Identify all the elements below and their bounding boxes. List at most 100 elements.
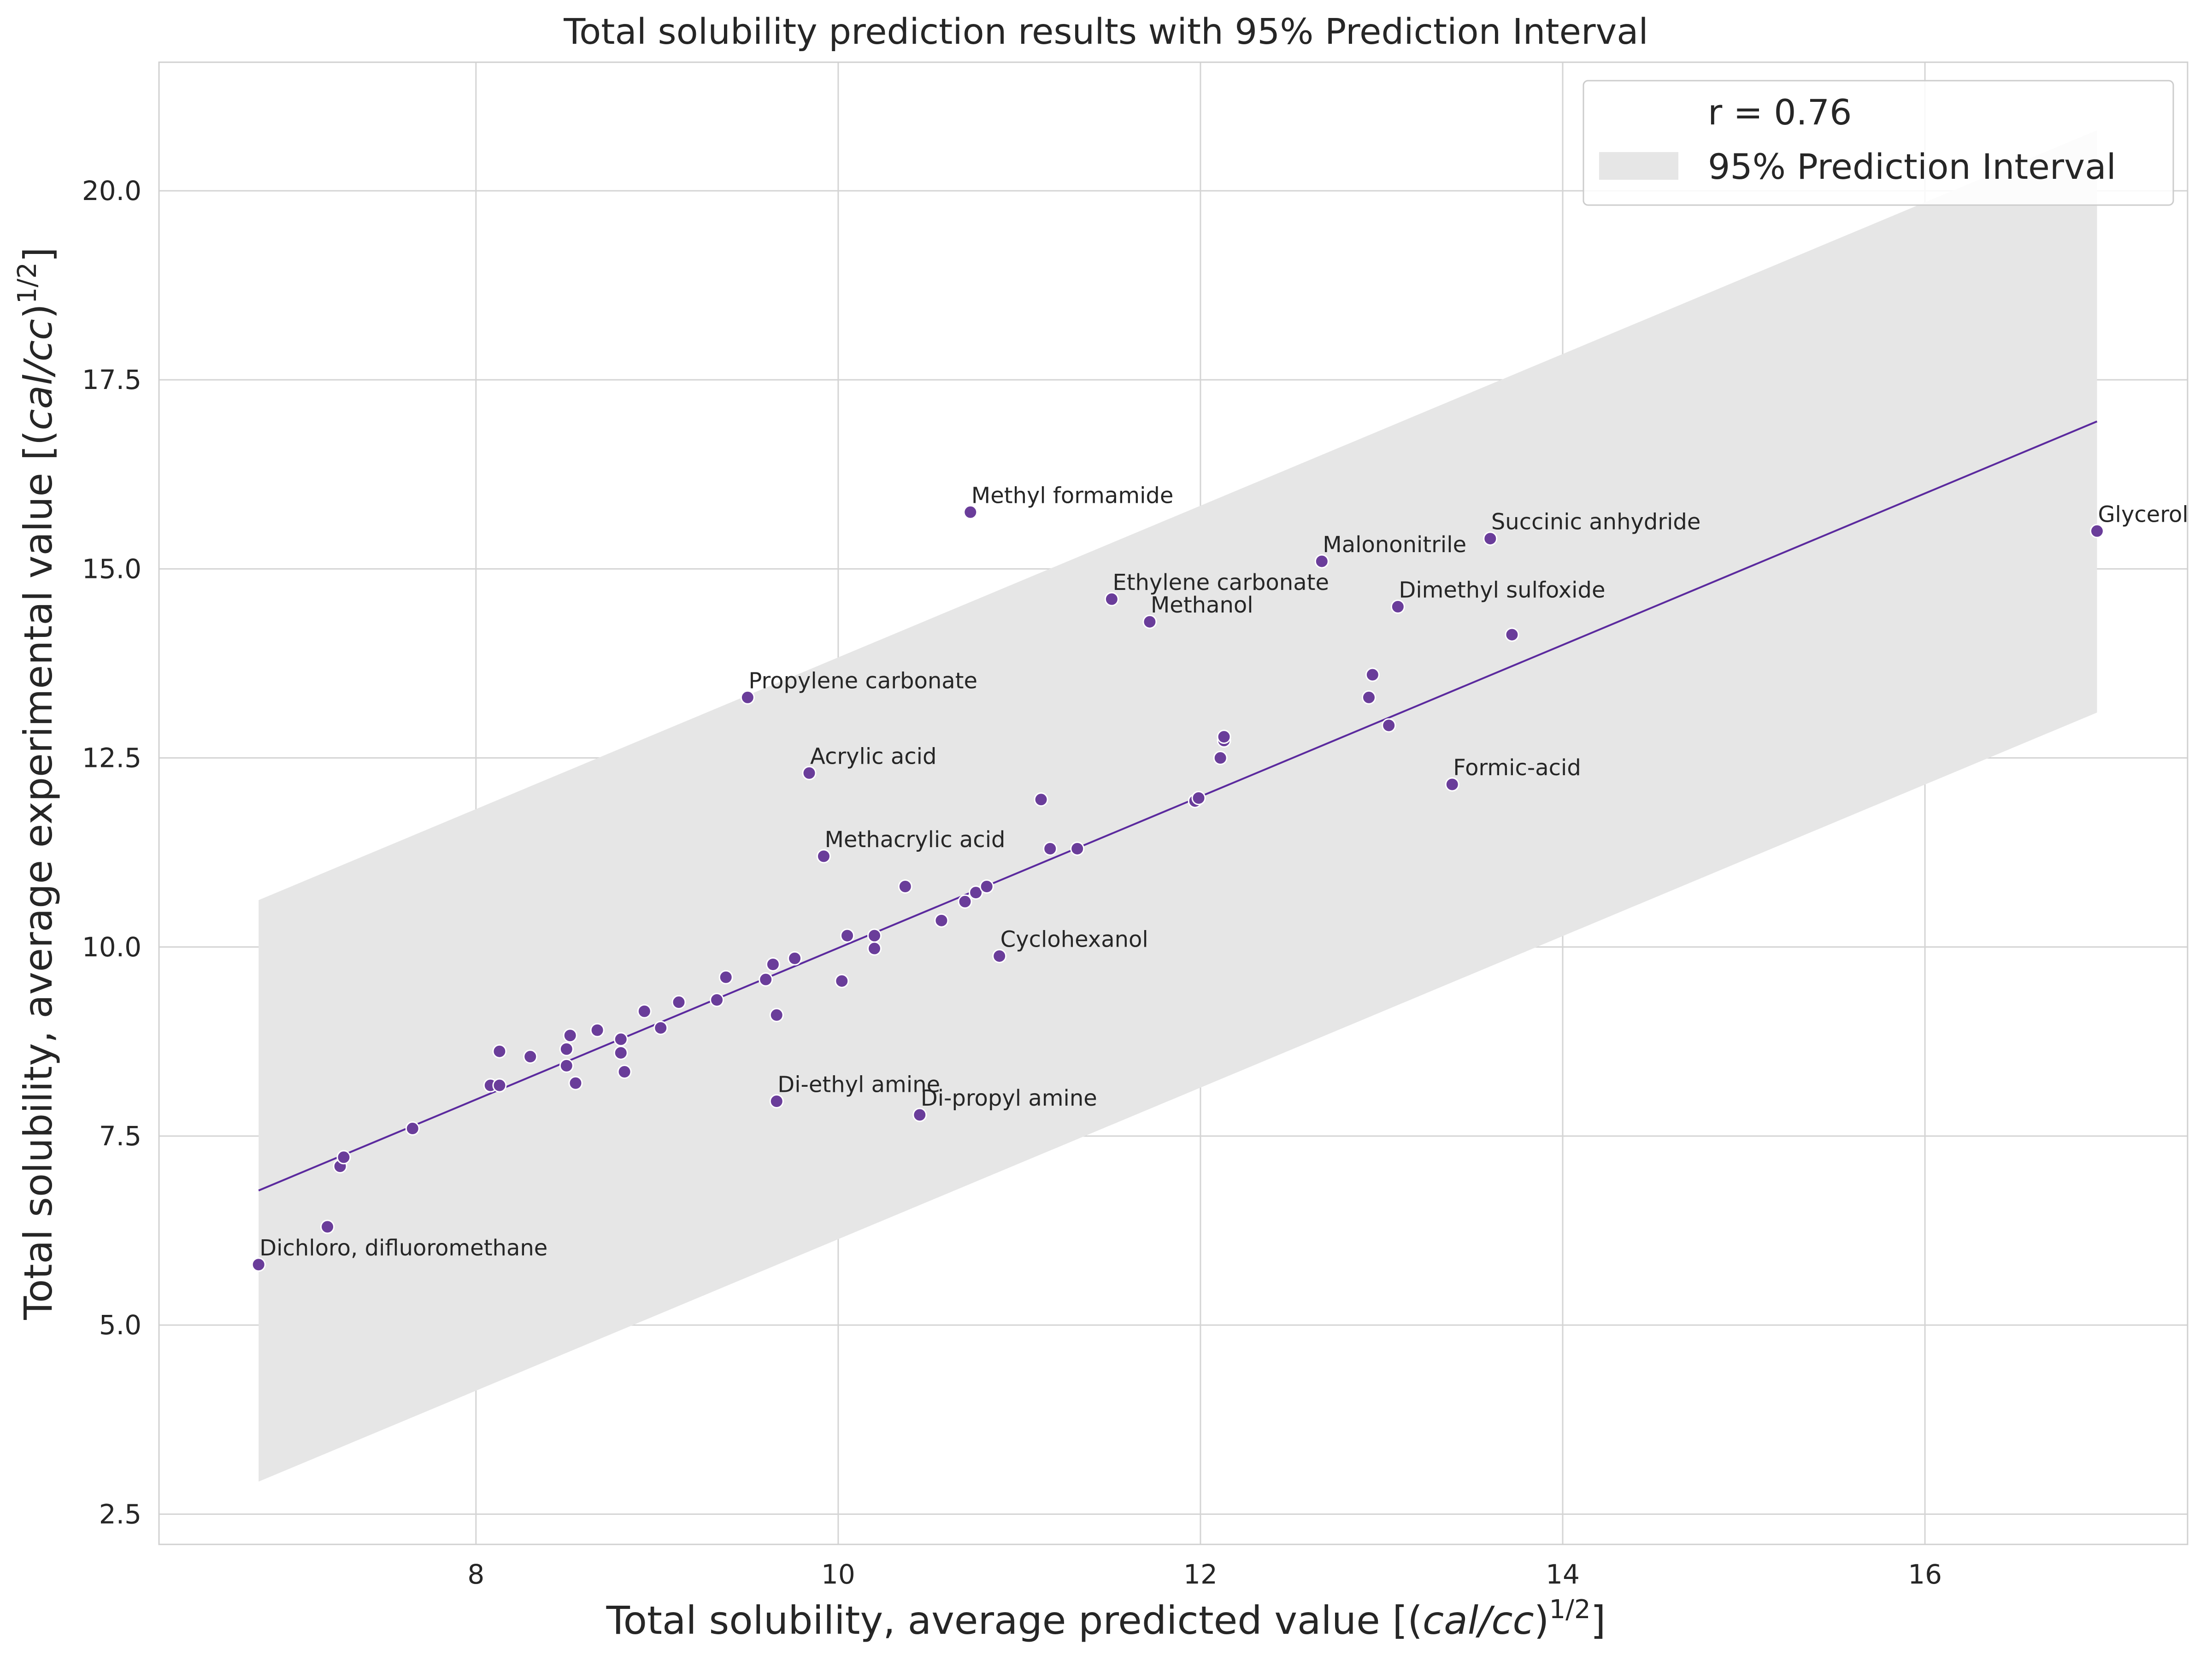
data-point (740, 690, 755, 705)
data-point (1483, 531, 1498, 546)
data-point (867, 941, 882, 956)
data-point (969, 885, 983, 900)
x-axis-label-unit: cal/cc (1423, 1598, 1534, 1643)
data-point (1505, 627, 1519, 642)
point-label: Dimethyl sulfoxide (1399, 577, 1605, 603)
data-point (492, 1078, 507, 1093)
point-label: Di-propyl amine (921, 1085, 1097, 1111)
data-point (1314, 554, 1329, 569)
data-point (1104, 592, 1119, 607)
data-point (1361, 690, 1376, 705)
point-label: Propylene carbonate (748, 668, 977, 694)
data-point (637, 1004, 652, 1019)
data-point (934, 913, 949, 928)
point-label: Methacrylic acid (824, 827, 1005, 853)
point-label: Malononitrile (1323, 532, 1466, 558)
data-point (840, 928, 855, 943)
x-axis-label-tail: ] (1591, 1598, 1606, 1643)
legend-interval-swatch (1599, 152, 1678, 180)
point-label: Glycerol (2098, 501, 2188, 527)
y-tick-label: 20.0 (82, 175, 141, 206)
data-point (1382, 718, 1396, 733)
y-tick-label: 10.0 (82, 931, 141, 963)
point-label: Methyl formamide (971, 483, 1174, 508)
data-point (1390, 599, 1405, 614)
data-point (559, 1058, 574, 1073)
y-tick-label: 2.5 (99, 1498, 141, 1530)
point-annotations: Dichloro, difluoromethane Propylene carbo… (259, 483, 2188, 1261)
x-axis-label: Total solubility, average predicted valu… (606, 1595, 1606, 1643)
y-tick-label: 17.5 (82, 364, 141, 395)
data-point (958, 894, 972, 909)
y-tick-label: 15.0 (82, 553, 141, 584)
data-point (718, 970, 733, 984)
point-label: Cyclohexanol (1000, 926, 1148, 952)
y-axis-ticks: 2.5 5.0 7.5 10.0 12.5 15.0 17.5 20.0 (82, 175, 141, 1530)
y-axis-label-pre: Total solubility, average experimental v… (16, 430, 61, 1320)
data-point (1034, 792, 1048, 807)
x-tick-label: 12 (1183, 1559, 1218, 1590)
legend: r = 0.76 95% Prediction Interval (1583, 80, 2174, 206)
data-point (765, 957, 780, 972)
data-point (251, 1257, 266, 1272)
data-point (559, 1042, 574, 1056)
data-point (613, 1045, 628, 1060)
x-axis-label-exponent: 1/2 (1549, 1595, 1590, 1625)
data-point (835, 974, 849, 989)
y-axis-label-tail: ] (16, 247, 61, 262)
data-point (2089, 524, 2104, 538)
data-point (523, 1049, 538, 1064)
data-point (802, 766, 817, 780)
x-tick-label: 14 (1546, 1559, 1580, 1590)
data-point (992, 948, 1007, 963)
data-point (788, 951, 802, 966)
data-point (769, 1007, 784, 1022)
data-point (590, 1023, 605, 1037)
point-label: Dichloro, difluoromethane (259, 1235, 547, 1261)
data-point (320, 1219, 335, 1234)
x-axis-label-close: ) (1534, 1598, 1549, 1643)
data-point (759, 972, 773, 987)
x-tick-label: 16 (1908, 1559, 1942, 1590)
x-tick-label: 10 (821, 1559, 855, 1590)
y-axis-label: Total solubility, average experimental v… (12, 247, 61, 1320)
x-tick-label: 8 (467, 1559, 484, 1590)
x-axis-label-pre: Total solubility, average predicted valu… (606, 1598, 1423, 1643)
data-point (898, 879, 912, 894)
data-point (1070, 841, 1085, 856)
data-point (912, 1107, 927, 1122)
data-point (867, 928, 882, 943)
x-axis-ticks: 8 10 12 14 16 (467, 1559, 1942, 1590)
y-tick-label: 7.5 (99, 1120, 141, 1152)
data-point (1191, 791, 1206, 806)
data-point (617, 1064, 632, 1079)
point-label: Acrylic acid (810, 743, 936, 769)
legend-box (1583, 80, 2174, 206)
y-tick-label: 5.0 (99, 1309, 141, 1341)
plot-frame (158, 61, 2188, 1545)
data-point (671, 995, 686, 1010)
point-label: Methanol (1151, 592, 1253, 618)
data-point (492, 1044, 507, 1059)
chart-title: Total solubility prediction results with… (563, 12, 1648, 53)
point-label: Di-ethyl amine (777, 1072, 940, 1097)
data-point (1142, 614, 1157, 629)
data-point (816, 849, 831, 864)
y-axis-label-exponent: 1/2 (12, 262, 42, 304)
data-point (563, 1028, 577, 1043)
data-point (613, 1032, 628, 1047)
data-point (1445, 777, 1459, 792)
legend-entry-interval: 95% Prediction Interval (1708, 146, 2116, 187)
point-label: Succinic anhydride (1491, 509, 1701, 535)
data-point (979, 879, 994, 894)
data-point (963, 505, 978, 519)
data-point (405, 1121, 420, 1136)
legend-entry-correlation: r = 0.76 (1708, 92, 1852, 133)
point-label: Formic-acid (1453, 755, 1581, 781)
y-axis-label-close: ) (16, 304, 61, 319)
data-points (251, 505, 2104, 1272)
y-axis-label-unit: cal/cc (16, 319, 61, 430)
y-tick-label: 12.5 (82, 742, 141, 774)
